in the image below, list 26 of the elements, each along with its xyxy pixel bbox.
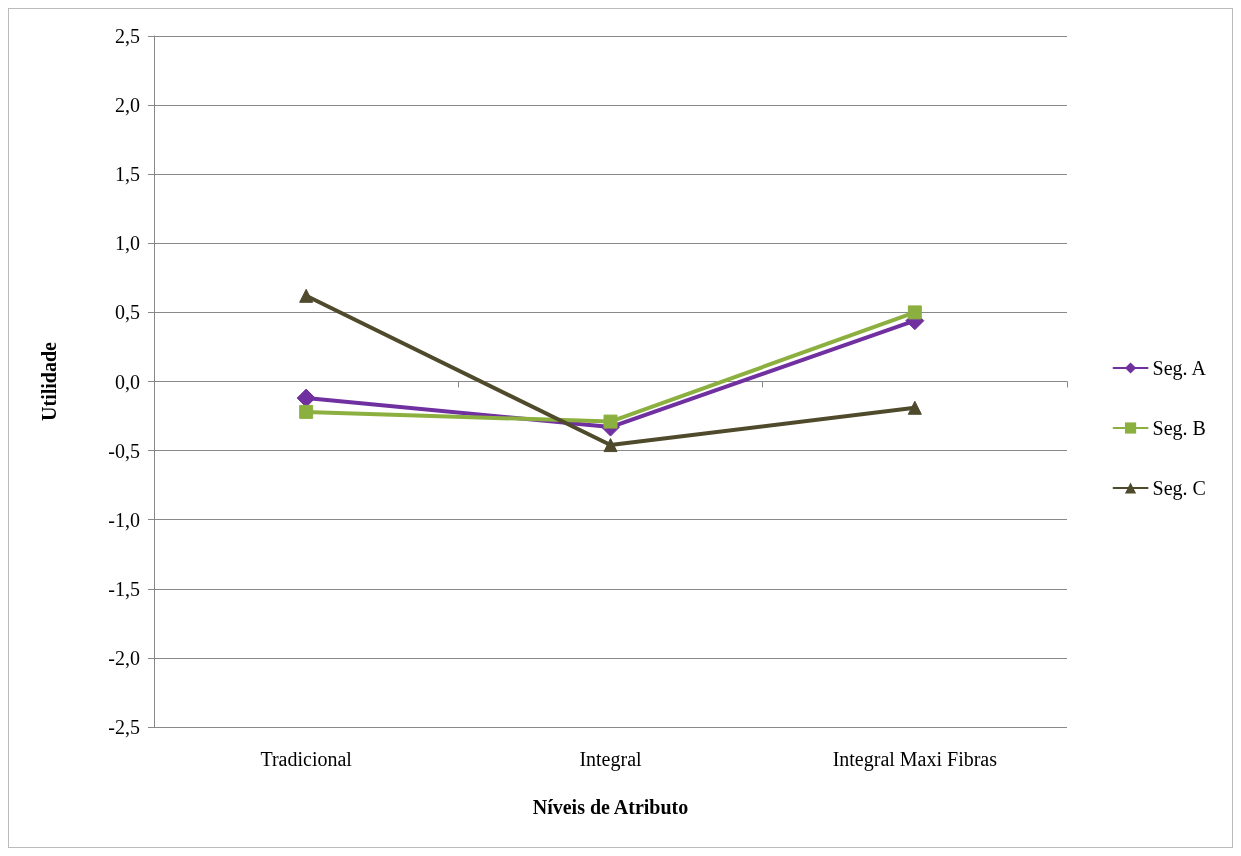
point [603, 414, 618, 429]
y-tick-label: 1,5 [115, 163, 140, 186]
x-axis-title: Níveis de Atributo [532, 796, 689, 818]
y-tick-label: 2,5 [115, 25, 140, 47]
point [299, 404, 314, 419]
y-tick-label: -1,5 [108, 577, 140, 600]
point [603, 438, 618, 453]
y-tick-label: -0,5 [108, 439, 140, 462]
x-tick-label: Tradicional [260, 748, 353, 770]
y-tick-label: 0,5 [115, 301, 140, 324]
point [299, 288, 314, 303]
legend-label: Seg. C [1152, 477, 1206, 500]
y-tick-label: -2,0 [108, 646, 140, 669]
y-tick-label: 0,0 [115, 370, 140, 393]
y-tick-label: 2,0 [115, 94, 140, 117]
x-tick-label: Integral Maxi Fibras [832, 748, 998, 771]
legend-label: Seg. B [1152, 417, 1206, 440]
point [907, 305, 922, 320]
x-tick-label: Integral [579, 748, 643, 771]
legend-label: Seg. A [1152, 357, 1207, 380]
point [296, 388, 316, 408]
point [907, 400, 922, 415]
y-axis-title: Utilidade [38, 341, 60, 421]
y-tick-label: 1,0 [115, 232, 140, 255]
y-tick-label: -1,0 [108, 508, 140, 531]
y-tick-label: -2,5 [108, 716, 140, 738]
